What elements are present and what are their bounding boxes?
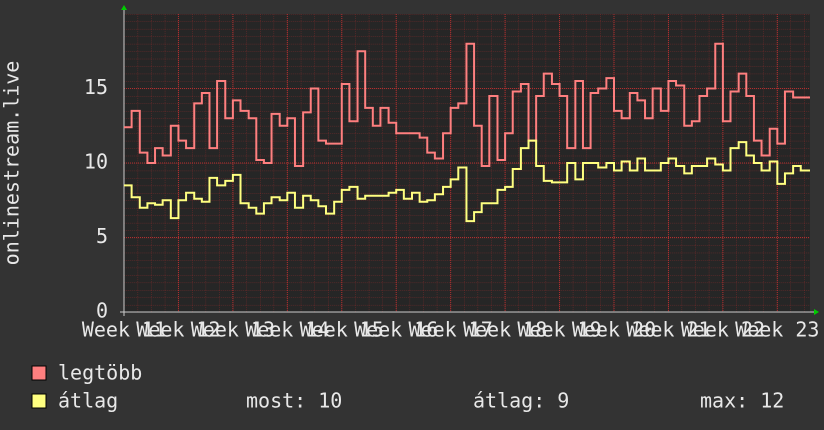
x-tick-label: Week 11 bbox=[82, 318, 166, 342]
axis-arrow bbox=[814, 309, 819, 315]
x-tick-label: Week 21 bbox=[626, 318, 710, 342]
y-tick-label: 15 bbox=[84, 75, 108, 99]
y-tick-label: 5 bbox=[96, 224, 108, 248]
x-tick-label: Week 12 bbox=[136, 318, 220, 342]
axis-arrow bbox=[121, 5, 127, 10]
x-tick-label: Week 15 bbox=[300, 318, 384, 342]
legend-stat: most: 10 bbox=[246, 389, 342, 413]
legend-stat: max: 12 bbox=[700, 389, 784, 413]
x-tick-label: Week 20 bbox=[572, 318, 656, 342]
legend-stat: átlag: 9 bbox=[473, 389, 569, 413]
y-tick-label: 10 bbox=[84, 150, 108, 174]
legend-swatch bbox=[31, 365, 47, 381]
x-tick-label: Week 23 bbox=[735, 318, 819, 342]
series-line bbox=[124, 42, 810, 167]
legend-label: legtöbb bbox=[58, 361, 142, 385]
x-tick-label: Week 19 bbox=[517, 318, 601, 342]
y-tick-label: 0 bbox=[96, 299, 108, 323]
x-tick-label: Week 13 bbox=[191, 318, 275, 342]
x-tick-label: Week 22 bbox=[681, 318, 765, 342]
legend-label: átlag bbox=[58, 389, 118, 413]
series-line bbox=[124, 139, 810, 223]
x-tick-label: Week 16 bbox=[354, 318, 438, 342]
x-tick-label: Week 17 bbox=[409, 318, 493, 342]
x-tick-label: Week 18 bbox=[463, 318, 547, 342]
legend-swatch bbox=[31, 393, 47, 409]
x-tick-label: Week 14 bbox=[245, 318, 329, 342]
y-axis-label: onlinestream.live bbox=[0, 61, 24, 266]
